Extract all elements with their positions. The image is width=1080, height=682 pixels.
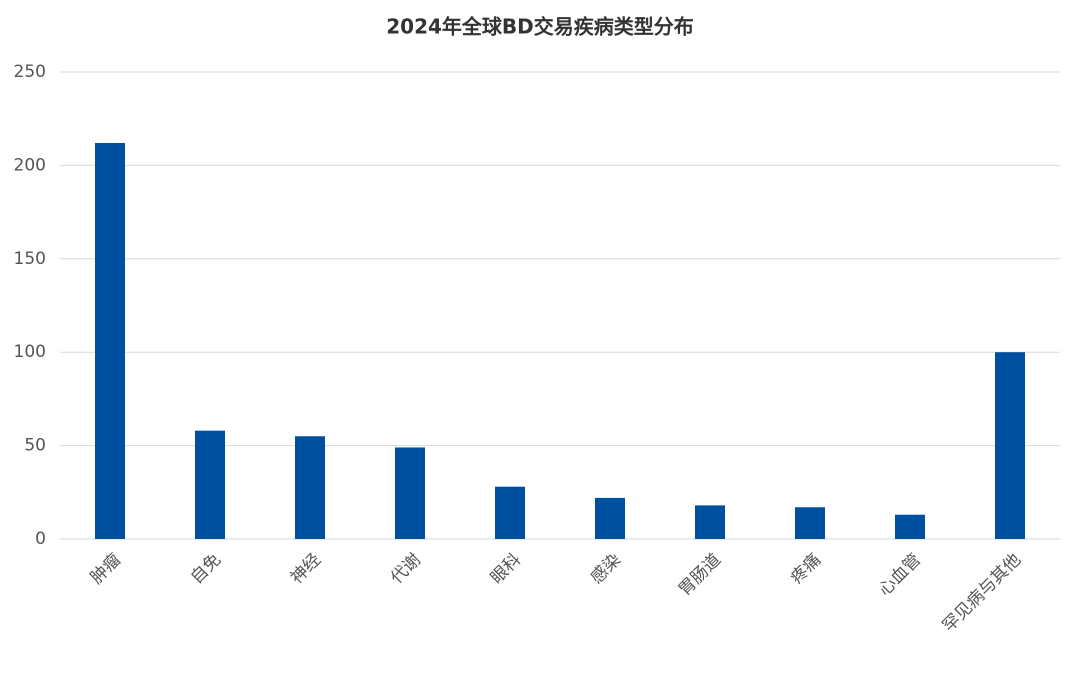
x-tick-label: 罕见病与其他 xyxy=(939,550,1025,636)
x-tick-label: 自免 xyxy=(187,550,225,588)
bar xyxy=(695,505,725,539)
y-tick-label: 50 xyxy=(24,436,46,456)
x-tick-label: 心血管 xyxy=(875,550,925,600)
x-tick-label: 眼科 xyxy=(487,550,525,588)
y-tick-label: 250 xyxy=(14,62,46,82)
bar xyxy=(495,486,525,539)
x-tick-label: 疼痛 xyxy=(787,550,825,588)
x-tick-label: 肿瘤 xyxy=(87,550,125,588)
bar xyxy=(895,514,925,539)
x-tick-label: 胃肠道 xyxy=(675,550,725,600)
y-tick-label: 150 xyxy=(14,249,46,269)
bar xyxy=(195,430,225,539)
chart-title: 2024年全球BD交易疾病类型分布 xyxy=(386,15,694,39)
y-tick-label: 200 xyxy=(14,155,46,175)
bar xyxy=(395,447,425,539)
x-tick-label: 感染 xyxy=(587,550,625,588)
bar xyxy=(595,497,625,539)
bar xyxy=(95,142,125,539)
y-tick-label: 0 xyxy=(35,529,46,549)
bar xyxy=(995,352,1025,539)
y-tick-label: 100 xyxy=(14,342,46,362)
x-tick-label: 神经 xyxy=(287,550,325,588)
bar xyxy=(795,507,825,539)
bar xyxy=(295,436,325,539)
x-tick-label: 代谢 xyxy=(387,550,425,588)
